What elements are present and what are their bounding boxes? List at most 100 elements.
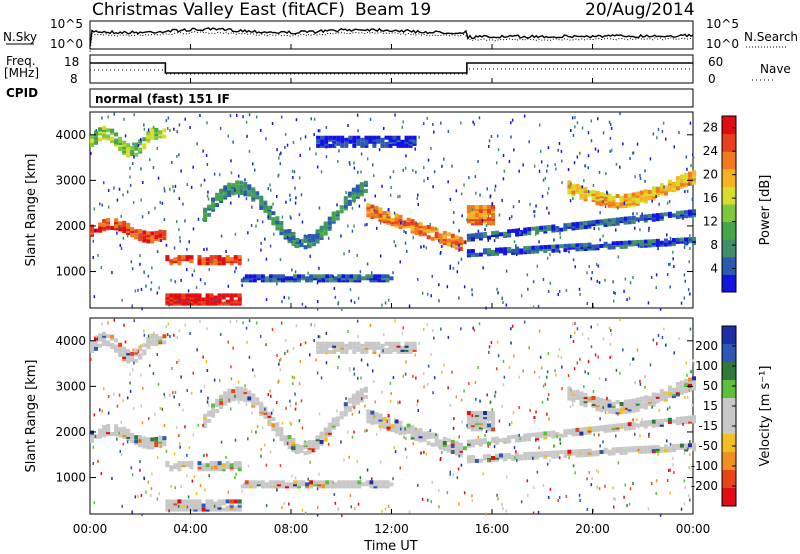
- velocity-cell: [163, 424, 166, 427]
- velocity-cell: [351, 435, 354, 439]
- velocity-cell: [671, 444, 676, 448]
- power-cell: [251, 189, 256, 194]
- power-cell: [595, 246, 600, 251]
- velocity-cell: [684, 387, 688, 392]
- velocity-cell: [181, 501, 186, 506]
- power-cell: [692, 241, 696, 246]
- velocity-cell: [684, 395, 686, 399]
- power-cell: [173, 189, 175, 193]
- velocity-cell: [343, 410, 348, 415]
- velocity-cell: [387, 414, 390, 418]
- velocity-colorbar-swatch: [722, 470, 736, 489]
- velocity-cell: [523, 437, 528, 442]
- power-cell: [167, 116, 170, 120]
- power-cell: [229, 261, 234, 266]
- velocity-cell: [159, 406, 161, 410]
- power-cell: [114, 218, 119, 223]
- power-cell: [404, 137, 409, 142]
- power-cell: [619, 165, 621, 169]
- power-cell: [558, 289, 561, 293]
- power-cell: [587, 190, 590, 193]
- velocity-cell: [655, 479, 658, 483]
- velocity-cell: [538, 446, 540, 450]
- power-cell: [461, 214, 463, 218]
- power-cell: [102, 129, 107, 134]
- power-cell: [160, 239, 162, 243]
- power-cell: [106, 220, 111, 225]
- power-cell: [373, 274, 378, 279]
- power-cell: [418, 228, 423, 233]
- velocity-cell: [491, 419, 495, 424]
- power-cell: [466, 215, 471, 220]
- velocity-cell: [229, 320, 232, 324]
- power-cell: [332, 275, 334, 279]
- velocity-cell: [315, 439, 320, 444]
- velocity-cell: [349, 484, 354, 489]
- velocity-cell: [279, 437, 284, 442]
- power-cell: [657, 127, 660, 131]
- power-cell: [256, 274, 261, 279]
- velocity-cell: [689, 327, 692, 331]
- velocity-cell: [438, 489, 440, 493]
- velocity-cell: [199, 484, 202, 488]
- velocity-cell: [540, 366, 543, 370]
- velocity-cell: [586, 477, 588, 481]
- power-cell: [635, 199, 640, 204]
- velocity-cell: [487, 441, 491, 446]
- power-cell: [150, 231, 155, 236]
- power-cell: [639, 243, 644, 248]
- velocity-cell: [285, 406, 287, 410]
- power-cell: [414, 224, 419, 229]
- velocity-cell: [325, 331, 328, 335]
- power-cell: [688, 171, 692, 176]
- velocity-cell: [587, 448, 592, 453]
- velocity-cell: [150, 493, 152, 497]
- power-cell: [440, 121, 442, 125]
- power-cell: [114, 132, 119, 137]
- power-cell: [635, 193, 640, 198]
- velocity-cell: [217, 499, 222, 504]
- power-cell: [430, 294, 432, 298]
- velocity-cell: [134, 358, 139, 363]
- power-cell: [248, 113, 251, 117]
- power-cell: [93, 207, 96, 211]
- velocity-cell: [581, 332, 584, 336]
- power-cell: [356, 141, 361, 146]
- velocity-cell: [251, 411, 253, 415]
- power-cell: [632, 276, 634, 279]
- velocity-cell: [579, 357, 581, 361]
- velocity-cell: [366, 468, 369, 472]
- velocity-cell: [181, 507, 186, 512]
- noise-right-tick-high: 10^5: [706, 17, 739, 31]
- power-cell: [305, 278, 310, 283]
- velocity-cell: [692, 378, 696, 383]
- velocity-cell: [90, 344, 94, 349]
- velocity-cell: [289, 484, 293, 489]
- velocity-cell: [243, 482, 245, 486]
- power-cell: [261, 220, 264, 224]
- velocity-cell: [402, 326, 404, 330]
- power-cell: [392, 271, 394, 275]
- velocity-cell: [378, 415, 383, 420]
- velocity-cell: [688, 417, 692, 422]
- velocity-cell: [177, 499, 182, 504]
- power-cell: [430, 226, 435, 231]
- power-cell: [181, 257, 186, 262]
- velocity-cell: [349, 368, 351, 372]
- velocity-cell: [146, 343, 151, 348]
- power-cell: [666, 273, 669, 276]
- velocity-cell: [651, 400, 656, 405]
- power-cell: [590, 119, 592, 123]
- power-cell: [227, 184, 232, 189]
- velocity-cell: [209, 499, 214, 504]
- power-cell: [659, 183, 664, 188]
- velocity-cell: [186, 474, 188, 478]
- power-cell: [487, 235, 491, 240]
- power-cell: [120, 246, 123, 250]
- velocity-cell: [615, 425, 620, 430]
- power-cell: [684, 237, 688, 242]
- power-cell: [335, 210, 340, 215]
- velocity-cell: [651, 398, 656, 403]
- power-cell: [679, 210, 684, 215]
- power-cell: [338, 149, 340, 153]
